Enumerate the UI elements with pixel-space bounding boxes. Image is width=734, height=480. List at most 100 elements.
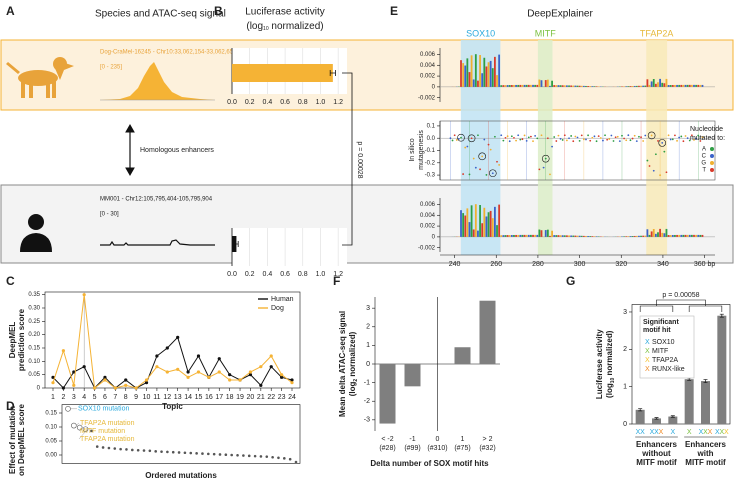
ism-point — [663, 150, 666, 153]
ism-point — [595, 140, 598, 143]
y-tick-label: -0.3 — [425, 173, 436, 179]
logo-letter — [483, 207, 486, 237]
ism-point — [650, 134, 653, 137]
series-point — [280, 375, 284, 379]
series-point — [72, 383, 76, 387]
point — [71, 422, 77, 429]
logo-letter — [699, 84, 702, 87]
ism-point — [627, 134, 630, 137]
logo-letter — [510, 85, 513, 87]
logo-letter — [595, 86, 598, 87]
plot-area — [232, 228, 347, 266]
logo-letter — [534, 84, 537, 87]
homology-label: Homologous enhancers — [140, 147, 214, 154]
panel-e-title: DeepExplainer — [527, 9, 593, 20]
logo-letter — [468, 72, 471, 87]
x-tick-label: 18 — [226, 394, 234, 401]
logo-letter — [695, 234, 698, 237]
x-tick-label: 0.4 — [263, 271, 273, 278]
x-tick-label: 2 — [61, 394, 65, 401]
motif-hit-marker: X — [636, 429, 641, 436]
y-tick-label: 3 — [623, 309, 627, 316]
legend-swatch — [710, 147, 714, 151]
motif-hit-marker: X — [670, 429, 675, 436]
ism-point — [676, 139, 678, 142]
legend-frame — [639, 315, 695, 379]
logo-letter — [576, 85, 579, 87]
logo-letter — [659, 78, 662, 87]
logo-letter — [553, 235, 556, 237]
panel-letter: D — [6, 399, 15, 413]
ism-point — [479, 168, 481, 171]
logo-letter — [515, 84, 517, 87]
logo-letter — [667, 235, 670, 237]
motif-hit-marker: X — [654, 429, 659, 436]
logo-letter — [690, 84, 693, 87]
ism-point — [513, 136, 515, 139]
logo-letter — [506, 235, 509, 237]
logo-letter — [479, 55, 481, 87]
group-label: with — [697, 449, 714, 458]
panel-letter: G — [566, 274, 575, 288]
x-tick-label: 300 — [574, 261, 586, 268]
plot-frame — [44, 291, 301, 389]
logo-letter — [563, 85, 566, 87]
error-bar — [654, 417, 659, 420]
x-tick-label: 0 — [436, 436, 440, 443]
logo-letter — [578, 85, 581, 87]
ism-point — [540, 134, 543, 137]
logo-letter — [546, 79, 549, 87]
x-tick-label: 1 — [461, 436, 465, 443]
point — [136, 448, 140, 452]
logo-letter — [555, 85, 558, 87]
ism-point — [538, 168, 541, 171]
logo-letter — [491, 218, 494, 237]
logo-letter — [570, 85, 573, 87]
logo-letter — [517, 84, 520, 87]
logo-letter — [506, 85, 509, 87]
ism-point — [534, 134, 537, 137]
logo-letter — [576, 235, 579, 237]
ism-point — [457, 137, 460, 140]
x-tick-label: 19 — [236, 394, 244, 401]
bar — [635, 409, 645, 424]
y-tick-label: 0 — [366, 361, 370, 368]
human-atac-signal — [100, 239, 215, 246]
error-bar — [670, 415, 675, 418]
logo-letter — [572, 235, 575, 237]
ism-point — [682, 140, 685, 143]
logo-letter — [638, 235, 640, 237]
ism-point — [549, 173, 551, 176]
x-tick-label: 6 — [103, 394, 107, 401]
ism-point — [652, 169, 655, 172]
logo-letter — [489, 60, 492, 87]
y-tick-label: -0.002 — [418, 245, 436, 251]
logo-letter — [676, 234, 678, 237]
logo-letter — [493, 56, 496, 87]
ism-point — [587, 134, 589, 137]
logo-letter — [502, 235, 505, 237]
point — [113, 447, 117, 450]
logo-letter — [646, 79, 649, 87]
series-point — [82, 365, 86, 369]
x-tick-label: 10 — [143, 394, 151, 401]
logo-letter — [701, 84, 704, 87]
error-bar — [703, 379, 708, 383]
x-tick-label: 8 — [124, 394, 128, 401]
y-tick-label: 0.15 — [45, 411, 57, 417]
logo-letter — [661, 232, 664, 237]
logo-letter — [479, 205, 481, 237]
y-tick-label: 0.002 — [420, 74, 436, 80]
point — [189, 451, 193, 455]
logo-letter — [555, 235, 558, 237]
y-axis-title-part: (log — [348, 382, 357, 397]
logo-letter — [500, 85, 503, 87]
y-tick-label: 2 — [623, 346, 627, 353]
ism-point — [631, 137, 634, 140]
logo-letter — [629, 86, 632, 87]
bar — [668, 416, 678, 424]
logo-letter — [536, 84, 539, 87]
ism-point — [559, 137, 562, 140]
ism-point — [557, 134, 560, 137]
ism-point — [633, 134, 636, 137]
